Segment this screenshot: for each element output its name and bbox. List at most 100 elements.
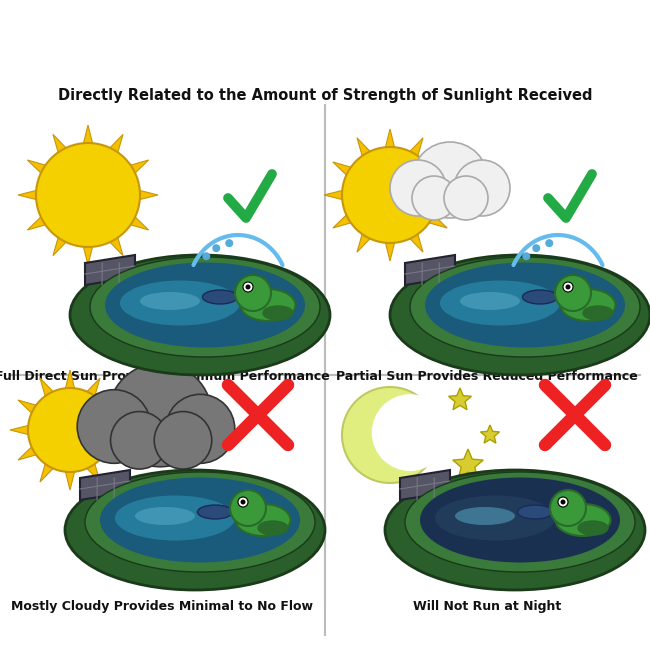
Text: Partial Sun Provides Reduced Performance: Partial Sun Provides Reduced Performance [336, 370, 638, 383]
Polygon shape [324, 190, 344, 200]
Polygon shape [357, 232, 371, 252]
Polygon shape [53, 236, 68, 255]
Polygon shape [333, 214, 353, 228]
Circle shape [522, 252, 530, 260]
Ellipse shape [523, 290, 558, 304]
Ellipse shape [135, 507, 195, 525]
Ellipse shape [425, 263, 625, 348]
Ellipse shape [198, 505, 233, 519]
Circle shape [213, 244, 220, 252]
Polygon shape [109, 236, 123, 255]
Polygon shape [448, 388, 471, 410]
Circle shape [412, 142, 488, 218]
Polygon shape [409, 138, 423, 158]
Circle shape [243, 282, 253, 292]
Ellipse shape [258, 521, 288, 535]
Polygon shape [27, 216, 47, 230]
Text: Will Not Run at Night: Will Not Run at Night [413, 600, 561, 613]
Ellipse shape [420, 478, 620, 562]
Circle shape [166, 395, 235, 463]
Polygon shape [40, 378, 55, 398]
Ellipse shape [455, 507, 515, 525]
Circle shape [390, 160, 446, 216]
Polygon shape [18, 446, 38, 460]
Ellipse shape [240, 289, 296, 321]
Ellipse shape [578, 521, 608, 535]
Ellipse shape [385, 470, 645, 590]
Polygon shape [333, 162, 353, 176]
Ellipse shape [440, 281, 560, 326]
Circle shape [240, 499, 246, 504]
Polygon shape [85, 255, 135, 285]
Circle shape [235, 275, 271, 311]
Circle shape [109, 363, 212, 467]
Polygon shape [427, 162, 447, 176]
Circle shape [372, 394, 448, 471]
Polygon shape [83, 245, 93, 265]
Ellipse shape [65, 470, 325, 590]
Polygon shape [86, 378, 100, 398]
Circle shape [154, 411, 212, 469]
Circle shape [28, 388, 112, 472]
Text: Directly Related to the Amount of Strength of Sunlight Received: Directly Related to the Amount of Streng… [58, 88, 592, 103]
Circle shape [545, 239, 553, 247]
Polygon shape [27, 160, 47, 174]
Circle shape [560, 499, 566, 504]
Circle shape [555, 275, 591, 311]
Circle shape [111, 411, 168, 469]
Ellipse shape [556, 504, 610, 536]
Ellipse shape [235, 504, 291, 536]
Polygon shape [40, 462, 55, 482]
Ellipse shape [203, 290, 237, 304]
Circle shape [36, 143, 140, 247]
Polygon shape [102, 400, 122, 414]
Polygon shape [110, 425, 130, 435]
Ellipse shape [410, 257, 640, 357]
Circle shape [342, 147, 438, 243]
Ellipse shape [90, 257, 320, 357]
Polygon shape [480, 425, 499, 443]
Polygon shape [385, 241, 395, 261]
Polygon shape [102, 446, 122, 460]
Circle shape [566, 285, 571, 289]
Ellipse shape [120, 281, 240, 326]
Ellipse shape [85, 472, 315, 572]
Polygon shape [53, 135, 68, 154]
Ellipse shape [70, 255, 330, 375]
Circle shape [563, 282, 573, 292]
Ellipse shape [460, 292, 520, 310]
Ellipse shape [517, 505, 552, 519]
Ellipse shape [140, 292, 200, 310]
Ellipse shape [435, 495, 555, 541]
Ellipse shape [100, 478, 300, 562]
Ellipse shape [105, 263, 305, 348]
Polygon shape [427, 214, 447, 228]
Text: Mostly Cloudy Provides Minimal to No Flow: Mostly Cloudy Provides Minimal to No Flo… [11, 600, 313, 613]
Circle shape [444, 176, 488, 220]
Circle shape [550, 490, 586, 526]
Circle shape [230, 490, 266, 526]
Text: PERFORMANCE: PERFORMANCE [207, 23, 443, 51]
Polygon shape [400, 470, 450, 500]
Polygon shape [80, 470, 130, 500]
Circle shape [454, 160, 510, 216]
Circle shape [246, 285, 250, 289]
Circle shape [77, 390, 151, 463]
Polygon shape [436, 190, 456, 200]
Polygon shape [405, 255, 455, 285]
Polygon shape [83, 125, 93, 145]
Polygon shape [129, 160, 149, 174]
Polygon shape [109, 135, 123, 154]
Polygon shape [86, 462, 100, 482]
Polygon shape [18, 190, 38, 200]
Circle shape [238, 497, 248, 507]
Ellipse shape [405, 472, 635, 572]
Polygon shape [65, 370, 75, 390]
Polygon shape [10, 425, 30, 435]
Circle shape [558, 497, 568, 507]
Circle shape [342, 387, 438, 483]
Circle shape [202, 252, 210, 260]
Polygon shape [385, 129, 395, 149]
Polygon shape [138, 190, 158, 200]
Polygon shape [357, 138, 371, 158]
